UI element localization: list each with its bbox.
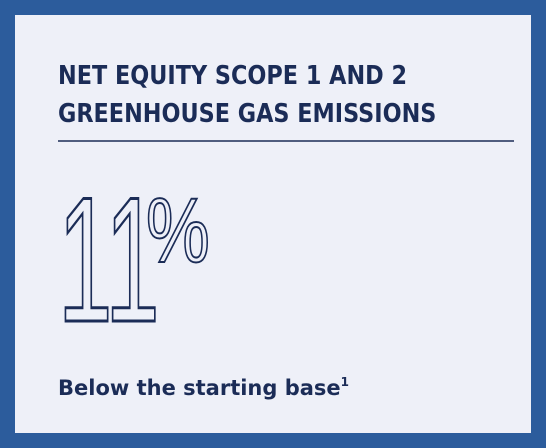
title-line: GREENHOUSE GAS EMISSIONS <box>58 97 436 128</box>
card-background <box>15 15 531 433</box>
title-line: NET EQUITY SCOPE 1 AND 2 <box>58 59 407 90</box>
stat-unit: % <box>146 179 210 282</box>
footnote-ref: 1 <box>341 375 349 389</box>
caption: Below the starting base1 <box>58 375 349 400</box>
caption-text: Below the starting base <box>58 376 341 400</box>
stat-number: 11 <box>58 161 160 359</box>
